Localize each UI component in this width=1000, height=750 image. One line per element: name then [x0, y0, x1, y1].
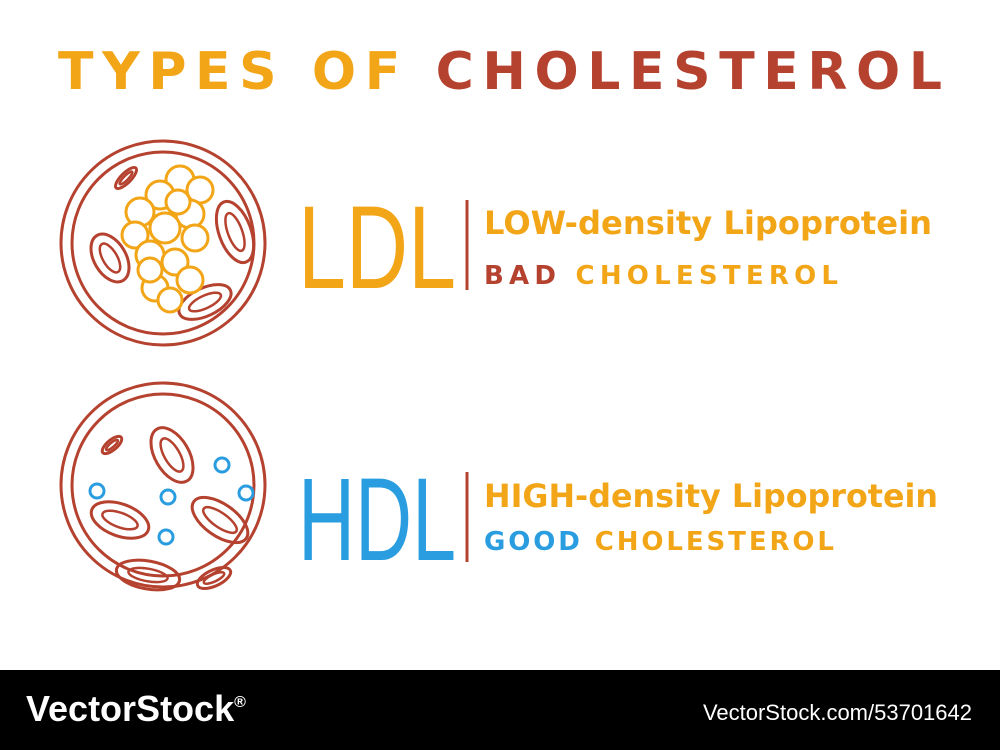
red-blood-cell-inner	[159, 437, 185, 473]
hdl-particle	[157, 528, 175, 546]
red-blood-cell	[114, 558, 182, 592]
cholesterol-particle	[148, 211, 182, 245]
red-blood-cell-inner	[101, 509, 139, 531]
red-blood-cell-inner	[187, 291, 223, 313]
footer-band	[0, 670, 1000, 750]
red-blood-cell-inner	[118, 170, 134, 186]
ldl-label: BAD CHOLESTEROL	[484, 261, 838, 291]
hdl-particle	[159, 488, 177, 506]
red-blood-cell-inner	[98, 242, 122, 274]
brand-mark: ®	[234, 694, 246, 711]
hdl-particle	[237, 484, 255, 502]
hdl-particle	[88, 482, 106, 500]
red-blood-cell-inner	[201, 505, 239, 535]
red-blood-cell-inner	[127, 566, 169, 584]
red-blood-cell-inner	[104, 438, 120, 452]
red-blood-cell	[195, 565, 233, 591]
red-blood-cell	[214, 199, 256, 265]
title: TYPES OF CHOLESTEROL	[58, 42, 942, 102]
hdl-full-name: HIGH-density Lipoprotein	[484, 477, 938, 515]
red-blood-cell-inner	[202, 571, 226, 585]
hdl-label: GOOD CHOLESTEROL	[484, 527, 834, 557]
red-blood-cell	[113, 165, 139, 191]
title-part: CHOLESTEROL	[436, 42, 942, 102]
cholesterol-particle	[164, 188, 192, 216]
red-blood-cell	[100, 434, 124, 456]
cholesterol-particle	[175, 265, 205, 295]
label-word: BAD	[484, 261, 556, 291]
red-blood-cell	[89, 232, 131, 284]
ldl-full-name: LOW-density Lipoprotein	[484, 204, 932, 242]
red-blood-cell	[190, 495, 250, 545]
vessel-outer	[59, 139, 267, 347]
footer-brand: VectorStock®	[26, 688, 246, 729]
red-blood-cell	[89, 500, 151, 540]
label-rest: CHOLESTEROL	[595, 527, 834, 557]
cholesterol-particle	[120, 220, 150, 250]
ldl-acronym: LDL	[298, 182, 456, 314]
vessel-inner	[70, 392, 256, 578]
label-rest: CHOLESTEROL	[575, 261, 838, 291]
red-blood-cell	[149, 426, 195, 484]
title-part: TYPES OF	[58, 42, 400, 102]
hdl-particle	[213, 456, 231, 474]
vessel-outer	[59, 381, 267, 589]
cholesterol-particle	[180, 223, 210, 253]
hdl-acronym: HDL	[298, 454, 456, 586]
cholesterol-particle	[136, 256, 164, 284]
red-blood-cell-inner	[224, 211, 246, 253]
cholesterol-particle	[156, 286, 184, 314]
footer-url: VectorStock.com/53701642	[703, 700, 972, 725]
brand: VectorStock	[26, 688, 235, 729]
